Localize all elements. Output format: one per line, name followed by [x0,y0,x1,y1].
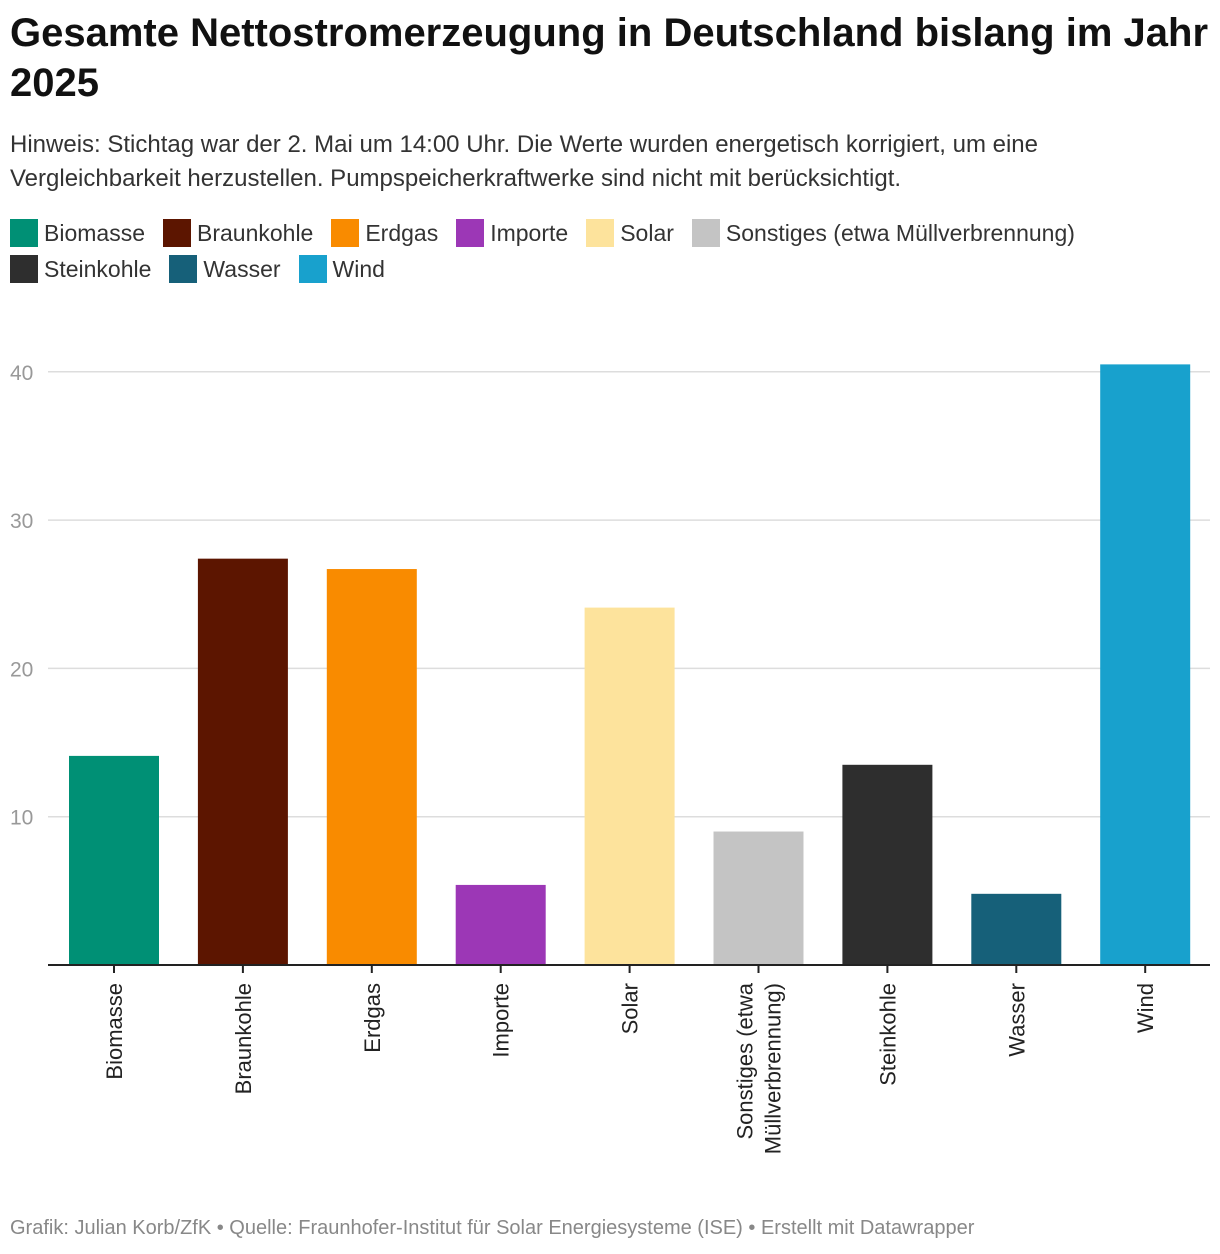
bar-sonstiges [713,831,804,965]
y-tick-label: 30 [10,510,33,533]
bar-chart: 10 20 30 40 Biomasse Braunkohle Erdgas Importe S… [10,362,1210,1154]
bar-braunkohle [197,558,288,965]
x-category-label: Biomasse [102,983,127,1080]
x-category-label: Braunkohle [231,983,256,1094]
legend-item: Erdgas [331,219,438,247]
legend-swatch [10,219,38,247]
legend-label: Erdgas [365,219,439,246]
bar-wasser [971,893,1062,965]
legend-label: Solar [620,219,674,246]
y-tick-label: 40 [10,362,33,385]
chart-title: Gesamte Nettostromerzeugung in Deutschla… [10,11,1209,105]
x-category-label: Sonstiges (etwa [733,982,758,1139]
bar-solar [584,607,675,965]
x-category-label: Steinkohle [875,983,900,1086]
x-category-label: Erdgas [360,983,385,1053]
legend-item: Steinkohle [10,255,151,283]
bar-wind [1100,364,1191,965]
chart-subtitle: Hinweis: Stichtag war der 2. Mai um 14:0… [10,131,1039,192]
legend-label: Importe [490,219,569,246]
legend-swatch [586,219,615,247]
legend-swatch [298,255,327,283]
x-category-label: Wind [1133,983,1158,1033]
legend-label: Biomasse [44,219,145,246]
x-category-label: Solar [618,983,643,1034]
legend-swatch [169,255,198,283]
legend-label: Sonstiges (etwa Müllverbrennung) [725,219,1075,246]
legend-label: Braunkohle [196,219,314,246]
legend-item: Wind [298,255,385,283]
y-tick-label: 20 [10,658,33,681]
legend-item: Solar [586,219,674,247]
y-tick-label: 10 [10,807,33,830]
legend-swatch [10,255,38,283]
bar-steinkohle [842,764,933,965]
legend-label: Steinkohle [44,255,152,282]
bar-importe [455,884,546,965]
legend: Biomasse Braunkohle Erdgas Importe Solar Sons… [10,219,1210,283]
x-category-label: Müllverbrennung) [761,983,786,1154]
bar-biomasse [69,755,159,965]
legend-swatch [331,219,360,247]
x-category-label: Wasser [1004,983,1029,1057]
legend-item: Biomasse [10,219,145,247]
bar-erdgas [326,569,417,965]
legend-swatch [691,219,720,247]
legend-item: Sonstiges (etwa Müllverbrennung) [691,219,1075,247]
legend-swatch [456,219,485,247]
legend-item: Wasser [169,255,281,283]
legend-item: Braunkohle [162,219,314,247]
legend-label: Wind [332,255,385,282]
legend-swatch [162,219,191,247]
x-category-label: Importe [489,983,514,1058]
legend-label: Wasser [203,255,281,282]
legend-item: Importe [456,219,568,247]
footer-credits: Grafik: Julian Korb/ZfK • Quelle: Fraunh… [10,1217,975,1239]
